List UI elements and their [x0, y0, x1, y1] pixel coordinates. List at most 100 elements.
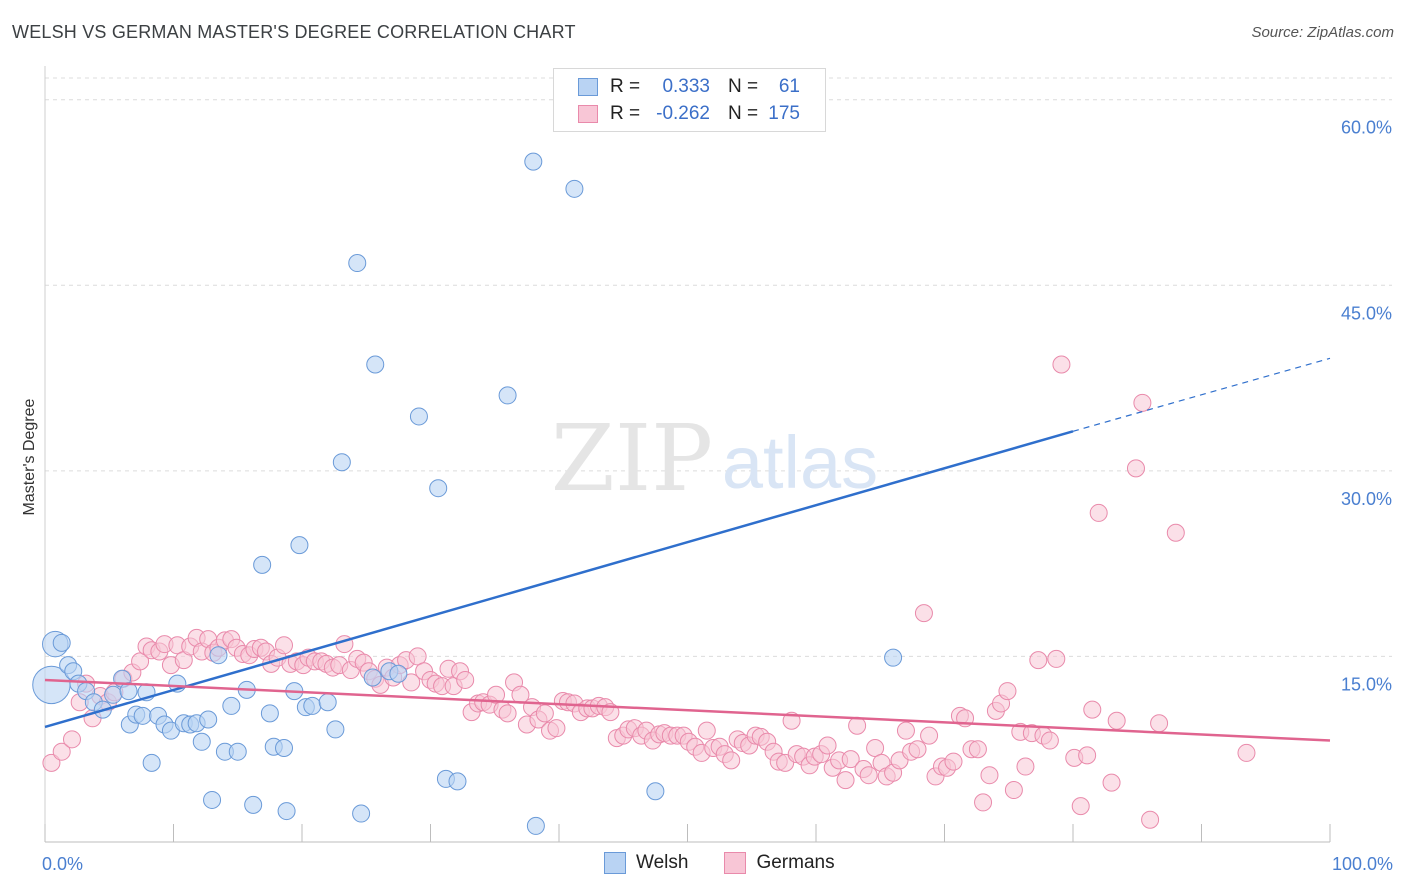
germans-point	[818, 736, 837, 755]
welsh-r-label: R =	[610, 76, 641, 97]
welsh-point	[192, 732, 211, 751]
welsh-point	[326, 720, 345, 739]
welsh-point	[318, 693, 337, 712]
welsh-legend-swatch	[604, 852, 626, 874]
germans-point	[836, 771, 855, 790]
welsh-point	[260, 704, 279, 723]
grid-lines	[45, 77, 1392, 657]
watermark-atlas: atlas	[722, 421, 878, 504]
germans-point	[1150, 714, 1169, 733]
welsh-point	[303, 696, 322, 715]
legend-item-welsh[interactable]: Welsh	[604, 852, 688, 874]
welsh-n-value: 61	[778, 76, 800, 97]
welsh-point	[244, 795, 263, 814]
welsh-point	[448, 772, 467, 791]
germans-point	[408, 647, 427, 666]
y-tick-label: 60.0%	[1341, 118, 1392, 138]
germans-point	[1166, 523, 1185, 542]
germans-point	[1047, 649, 1066, 668]
welsh-point	[884, 648, 903, 667]
germans-points	[42, 355, 1256, 829]
germans-trend-line	[44, 678, 1331, 742]
legend-item-germans[interactable]: Germans	[724, 852, 835, 874]
germans-point	[1052, 355, 1071, 374]
germans-point	[1071, 797, 1090, 816]
germans-point	[62, 730, 81, 749]
germans-point	[974, 793, 993, 812]
axes	[44, 66, 1331, 843]
welsh-point	[389, 664, 408, 683]
germans-point	[1089, 503, 1108, 522]
germans-point	[1040, 731, 1059, 750]
welsh-point	[52, 633, 71, 652]
welsh-point	[366, 355, 385, 374]
welsh-point	[363, 668, 382, 687]
germans-legend-swatch	[724, 852, 747, 874]
welsh-point	[209, 646, 228, 665]
welsh-point	[290, 536, 309, 555]
x-tick-label-max: 100.0%	[1332, 854, 1393, 874]
germans-point	[866, 738, 885, 757]
germans-point	[968, 740, 987, 759]
source-label: Source: ZipAtlas.com	[1251, 24, 1394, 41]
germans-point	[547, 719, 566, 738]
germans-point	[1141, 810, 1160, 829]
welsh-points	[32, 152, 903, 835]
germans-point	[487, 685, 506, 704]
series-legend: Welsh Germans	[604, 852, 871, 874]
welsh-point	[524, 152, 543, 171]
correlation-legend: R = 0.333 N = 61 R = -0.262 N = 175	[553, 68, 826, 132]
germans-legend-label: Germans	[756, 852, 835, 873]
welsh-point	[429, 479, 448, 498]
welsh-point	[203, 790, 222, 809]
welsh-trend-extension	[1072, 357, 1331, 432]
germans-point	[980, 766, 999, 785]
welsh-point	[646, 782, 665, 801]
germans-point	[498, 704, 517, 723]
chart-title: WELSH VS GERMAN MASTER'S DEGREE CORRELAT…	[12, 22, 576, 42]
germans-point	[1078, 746, 1097, 765]
welsh-n-label: N =	[728, 76, 759, 97]
axis-labels: 15.0% 30.0% 45.0% 60.0% 0.0% 100.0% Master's D…	[21, 118, 1393, 874]
welsh-point	[565, 179, 584, 198]
germans-point	[52, 742, 71, 761]
legend-row-welsh: R = 0.333 N = 61	[578, 75, 800, 99]
germans-point	[998, 682, 1017, 701]
y-tick-label: 15.0%	[1341, 674, 1392, 694]
germans-point	[1004, 781, 1023, 800]
welsh-point	[222, 696, 241, 715]
welsh-point	[526, 816, 545, 835]
welsh-point	[348, 254, 367, 273]
welsh-trend-line	[44, 430, 1074, 729]
germans-point	[1029, 651, 1048, 670]
welsh-point	[409, 407, 428, 426]
y-tick-label: 30.0%	[1341, 489, 1392, 509]
germans-point	[841, 750, 860, 769]
legend-row-germans: R = -0.262 N = 175	[578, 102, 800, 126]
germans-r-value: -0.262	[656, 103, 710, 124]
welsh-point	[275, 738, 294, 757]
welsh-point	[352, 804, 371, 823]
germans-point	[42, 753, 61, 772]
germans-point	[1102, 773, 1121, 792]
y-axis-title: Master's Degree	[21, 398, 38, 515]
germans-n-label: N =	[728, 103, 759, 124]
germans-point	[1107, 711, 1126, 730]
welsh-point	[142, 753, 161, 772]
germans-point	[908, 740, 927, 759]
welsh-point	[104, 685, 123, 704]
germans-point	[1083, 700, 1102, 719]
germans-point	[914, 604, 933, 623]
germans-point	[1126, 459, 1145, 478]
welsh-point	[253, 555, 272, 574]
germans-point	[402, 673, 421, 692]
welsh-point	[119, 682, 138, 701]
x-tick-label-min: 0.0%	[42, 854, 83, 874]
welsh-point	[199, 710, 218, 729]
germans-point	[722, 751, 741, 770]
germans-point	[131, 652, 150, 671]
welsh-swatch	[578, 78, 598, 96]
germans-r-label: R =	[610, 103, 641, 124]
welsh-point	[228, 742, 247, 761]
